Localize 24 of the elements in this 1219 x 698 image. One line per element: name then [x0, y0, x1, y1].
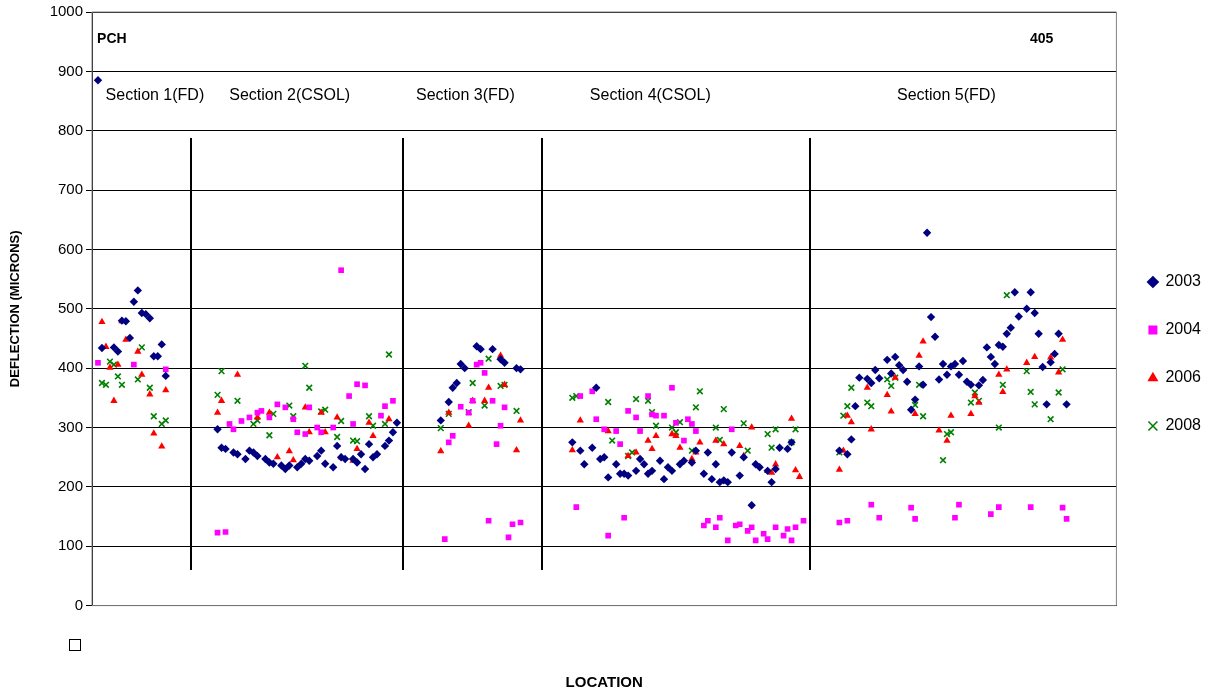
y-tick-label: 500 [57, 298, 83, 316]
y-tick-label: 300 [57, 417, 83, 435]
annotation: Section 4(CSOL) [589, 86, 711, 104]
y-tick-label: 900 [57, 61, 83, 79]
legend-label: 2008 [1165, 416, 1202, 434]
legend-label: 2006 [1165, 368, 1202, 386]
annotation: Section 5(FD) [897, 86, 996, 104]
y-tick-label: 1000 [49, 2, 83, 20]
y-tick-label: 800 [57, 120, 83, 138]
y-tick-label: 200 [57, 477, 83, 495]
annotation: Section 3(FD) [416, 86, 515, 104]
y-tick-label: 0 [74, 595, 83, 613]
annotation: Section 1(FD) [105, 86, 205, 104]
annotation: 405 [1029, 29, 1054, 46]
legend-label: 2004 [1165, 320, 1202, 338]
y-tick-label: 100 [57, 536, 83, 554]
x-axis-title: LOCATION [565, 673, 643, 691]
y-tick-label: 600 [57, 239, 83, 257]
y-axis-title: DEFLECTION (MICRONS) [7, 230, 23, 388]
legend-label: 2003 [1165, 272, 1202, 290]
y-tick-label: 700 [57, 180, 83, 198]
y-tick-label: 400 [57, 358, 83, 376]
annotation: PCH [97, 29, 127, 46]
annotation: Section 2(CSOL) [229, 86, 351, 104]
